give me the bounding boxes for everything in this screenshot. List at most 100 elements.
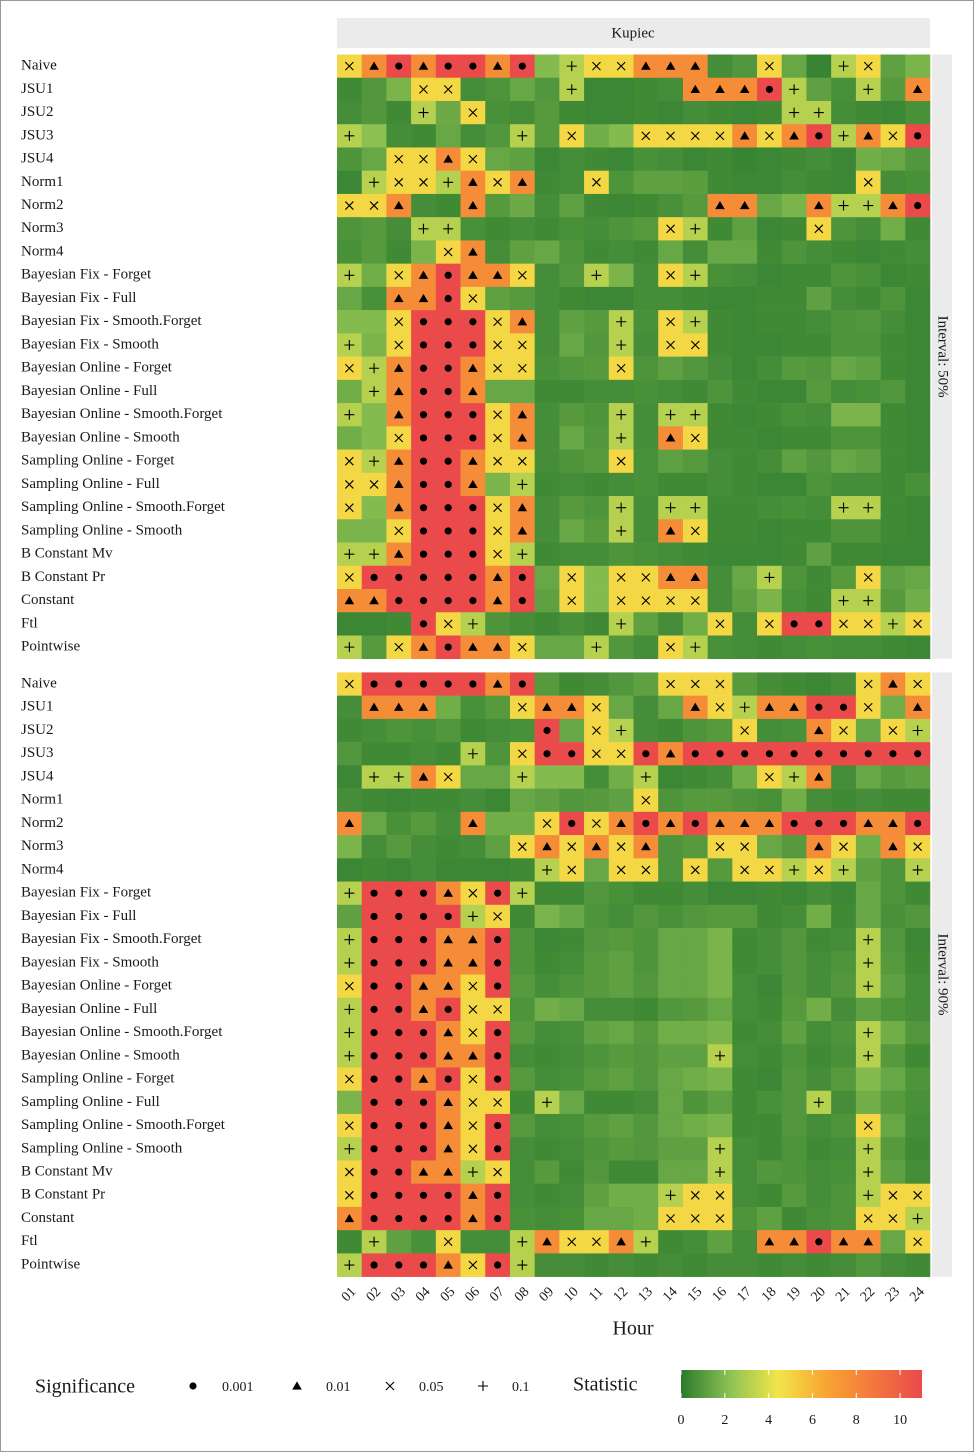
significance-marker-shape: [914, 132, 922, 140]
significance-marker: [419, 411, 428, 419]
heat-cell: [682, 1230, 708, 1254]
significance-marker-shape: [568, 819, 576, 828]
heat-cell: [633, 472, 659, 497]
heat-cell: [880, 542, 906, 567]
significance-marker-shape: [468, 270, 478, 279]
significance-marker-shape: [888, 842, 898, 851]
significance-marker: [690, 572, 701, 581]
significance-marker-shape: [715, 702, 725, 712]
significance-marker-shape: [444, 411, 452, 419]
significance-marker: [419, 1145, 428, 1153]
significance-marker: [443, 1260, 453, 1269]
heat-cell: [485, 77, 511, 102]
heat-cell: [781, 589, 807, 613]
significance-marker-shape: [715, 679, 725, 689]
significance-marker-shape: [912, 1213, 923, 1224]
significance-marker-shape: [419, 364, 428, 372]
significance-marker: [468, 1260, 478, 1270]
heat-cell: [905, 951, 931, 975]
heat-cell: [855, 286, 881, 311]
heat-cell: [509, 1113, 535, 1138]
significance-marker: [815, 703, 823, 711]
row-label: Bayesian Fix - Smooth: [21, 954, 159, 970]
heat-cell: [559, 718, 585, 743]
significance-marker-shape: [370, 1261, 378, 1269]
significance-marker: [765, 85, 773, 93]
significance-marker: [913, 842, 923, 852]
heat-cell: [806, 635, 832, 660]
significance-marker: [493, 1097, 502, 1107]
heat-cell: [707, 356, 733, 381]
heat-cell: [880, 1044, 906, 1068]
significance-marker-shape: [418, 107, 429, 118]
heat-cell: [732, 1230, 758, 1254]
heat-cell: [658, 1067, 684, 1092]
significance-marker-shape: [839, 619, 848, 629]
x-tick-label: 10: [561, 1284, 582, 1305]
significance-marker: [666, 131, 675, 141]
significance-marker-shape: [517, 456, 527, 466]
heat-cell: [608, 1183, 634, 1208]
significance-marker: [419, 1191, 428, 1199]
colorbar-title: Statistic: [573, 1374, 638, 1396]
heat-cell: [559, 997, 585, 1022]
heat-cell: [905, 217, 931, 241]
significance-marker-shape: [690, 1190, 700, 1200]
significance-marker-shape: [494, 1121, 502, 1130]
legend-label: 0.01: [326, 1380, 351, 1395]
heat-cell: [781, 1067, 807, 1092]
significance-marker: [790, 750, 798, 758]
significance-marker: [889, 750, 897, 758]
heat-cell: [905, 356, 931, 381]
heat-cell: [781, 286, 807, 311]
heat-cell: [559, 765, 585, 789]
heat-cell: [831, 1137, 857, 1161]
heat-cell: [584, 765, 610, 789]
significance-marker: [444, 1191, 452, 1199]
heat-cell: [905, 1137, 931, 1161]
heat-cell: [584, 403, 610, 427]
heat-cell: [757, 1160, 783, 1184]
significance-marker-shape: [492, 679, 503, 688]
heat-cell: [559, 951, 585, 975]
heat-cell: [905, 542, 931, 567]
heat-cell: [781, 379, 807, 404]
significance-marker: [690, 679, 700, 689]
significance-marker: [765, 750, 773, 758]
heat-cell: [732, 403, 758, 427]
significance-marker: [443, 177, 454, 188]
significance-marker-shape: [344, 61, 354, 71]
heat-cell: [361, 124, 387, 148]
heat-cell: [534, 217, 560, 241]
heat-cell: [411, 835, 437, 859]
significance-marker-shape: [765, 61, 774, 71]
heat-cell: [608, 1206, 634, 1231]
significance-marker: [419, 84, 428, 94]
heat-cell: [534, 904, 560, 929]
significance-marker: [591, 270, 602, 281]
heat-cell: [707, 263, 733, 288]
heat-cell: [460, 835, 486, 859]
significance-marker-shape: [542, 864, 553, 875]
heat-cell: [658, 858, 684, 882]
significance-marker-shape: [814, 725, 824, 735]
heat-cell: [361, 612, 387, 636]
heat-cell: [880, 1090, 906, 1115]
significance-marker-shape: [395, 982, 403, 990]
heat-cell: [757, 904, 783, 929]
significance-marker: [863, 1143, 874, 1154]
heat-cell: [757, 426, 783, 450]
heat-cell: [509, 951, 535, 975]
significance-marker-shape: [616, 573, 626, 582]
heat-cell: [781, 193, 807, 218]
significance-marker-shape: [493, 340, 502, 350]
heat-cell: [757, 928, 783, 952]
heat-cell: [707, 472, 733, 497]
significance-marker: [666, 596, 675, 606]
significance-marker: [494, 936, 502, 944]
heat-cell: [584, 1021, 610, 1045]
heat-cell: [559, 403, 585, 427]
significance-marker: [567, 573, 577, 582]
significance-marker-shape: [714, 1050, 725, 1061]
significance-marker-shape: [789, 702, 799, 711]
